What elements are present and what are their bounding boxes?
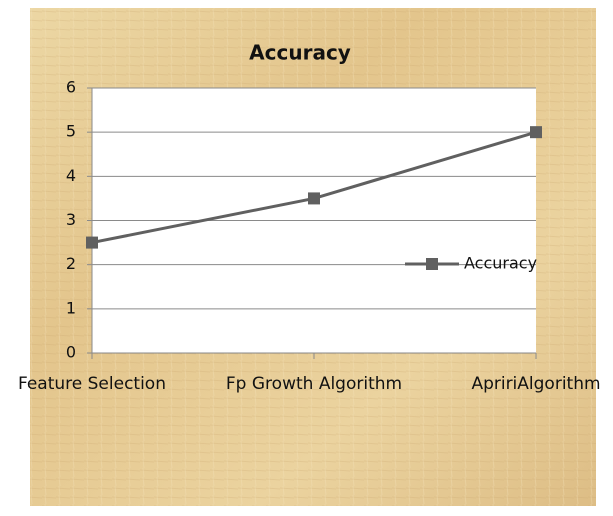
data-point [308, 192, 320, 205]
chart-title: Accuracy [249, 41, 351, 65]
y-tick-label: 5 [66, 122, 76, 141]
data-point [530, 126, 542, 139]
y-tick-label: 6 [66, 78, 76, 97]
x-tick-label: Fp Growth Algorithm [226, 374, 402, 394]
data-point [86, 236, 98, 249]
y-tick-label: 2 [66, 254, 76, 273]
x-tick-label: ApririAlgorithm [471, 374, 600, 394]
legend-marker [426, 258, 438, 270]
x-tick-label: Feature Selection [18, 374, 166, 394]
y-tick-label: 0 [66, 343, 76, 362]
legend-label: Accuracy [464, 254, 537, 273]
y-tick-label: 1 [66, 298, 76, 317]
y-tick-label: 4 [66, 166, 76, 185]
y-tick-label: 3 [66, 210, 76, 229]
